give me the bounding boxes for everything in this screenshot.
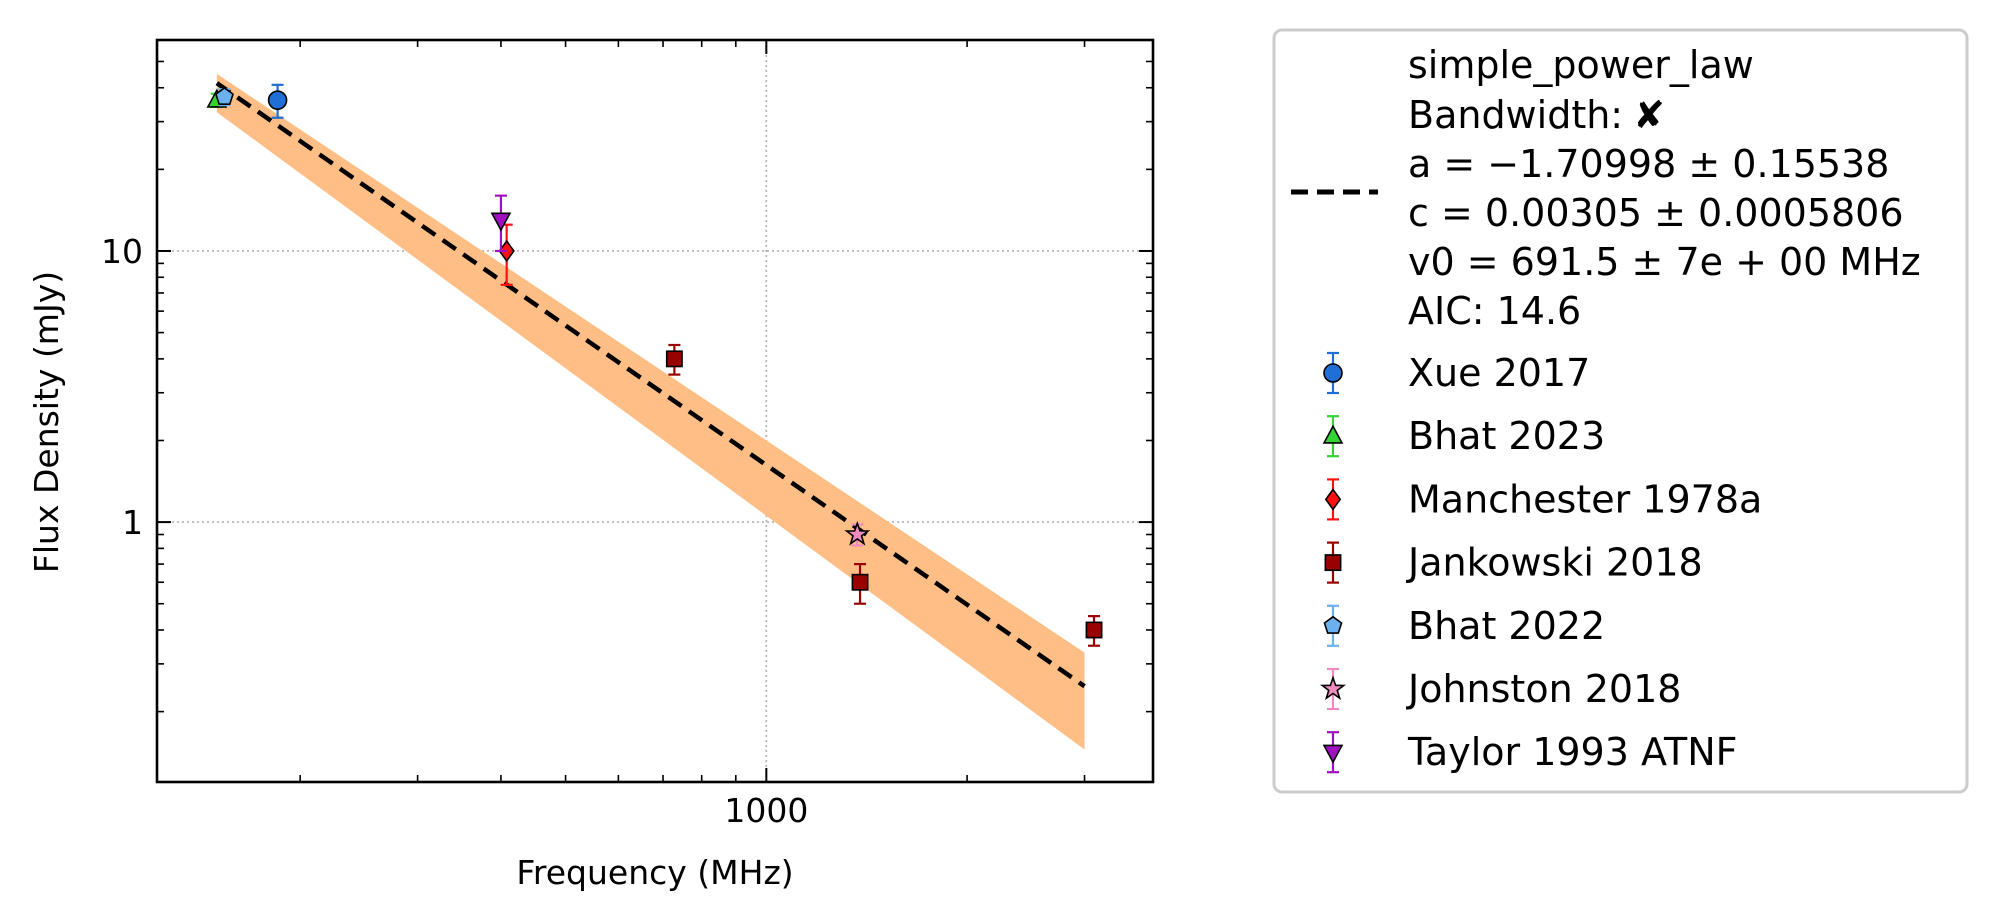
legend-fit-c: c = 0.00305 ± 0.0005806 [1408, 191, 1904, 235]
fit-line [215, 81, 1086, 689]
legend-entry: Bhat 2023 [1322, 414, 1605, 458]
legend-marker [1323, 363, 1343, 383]
x-axis-label: Frequency (MHz) [516, 853, 793, 892]
legend-entry: Manchester 1978a [1324, 477, 1762, 521]
legend-fit-name: simple_power_law [1408, 43, 1754, 87]
legend-series-list: Xue 2017 Bhat 2023 Manchester 1978a Jankows… [1319, 351, 1762, 774]
legend-fit-a: a = −1.70998 ± 0.15538 [1408, 142, 1889, 186]
data-point-marker [267, 90, 288, 110]
legend-label: Xue 2017 [1408, 351, 1590, 395]
data-point-marker [1085, 621, 1103, 639]
legend-marker [1324, 554, 1342, 572]
legend-label: Manchester 1978a [1408, 477, 1762, 521]
legend-fit-v0: v0 = 691.5 ± 7e + 00 MHz [1408, 240, 1921, 284]
data-point-marker [844, 520, 871, 546]
legend-entry: Jankowski 2018 [1324, 541, 1703, 585]
y-tick-label: 10 [101, 232, 143, 271]
plot-area [157, 40, 1153, 782]
axes: 1000 1 10 [101, 38, 1155, 830]
legend-entry: Xue 2017 [1323, 351, 1590, 395]
legend-frame [1272, 28, 1969, 794]
data-point-marker [851, 573, 869, 591]
legend-label: Taylor 1993 ATNF [1407, 730, 1738, 774]
legend-entry: Taylor 1993 ATNF [1322, 730, 1738, 774]
legend-fit-bandwidth: Bandwidth: ✘ [1408, 93, 1665, 137]
data-point-marker [490, 212, 512, 232]
legend-marker [1322, 744, 1344, 764]
legend-label: Bhat 2023 [1408, 414, 1605, 458]
legend-fit-bandwidth-label: Bandwidth: [1408, 93, 1623, 137]
x-tick-label: 1000 [724, 791, 808, 830]
axes-frame [155, 38, 1155, 784]
legend-entry: Bhat 2022 [1323, 604, 1605, 648]
legend-marker [1324, 488, 1342, 511]
legend-fit-aic: AIC: 14.6 [1408, 289, 1581, 333]
legend-entry: Johnston 2018 [1319, 667, 1681, 711]
legend: simple_power_law Bandwidth: ✘ a = −1.7099… [1272, 28, 1969, 794]
data-point-marker [665, 350, 683, 368]
legend-label: Johnston 2018 [1406, 667, 1681, 711]
y-tick-label: 1 [122, 503, 143, 542]
legend-marker [1323, 615, 1343, 634]
legend-marker [1322, 424, 1344, 444]
data-point-marker [214, 86, 234, 106]
legend-fit-bandwidth-mark: ✘ [1633, 93, 1665, 137]
y-axis-label: Flux Density (mJy) [27, 271, 66, 573]
legend-label: Jankowski 2018 [1406, 541, 1703, 585]
legend-label: Bhat 2022 [1408, 604, 1605, 648]
legend-marker [1319, 675, 1347, 701]
